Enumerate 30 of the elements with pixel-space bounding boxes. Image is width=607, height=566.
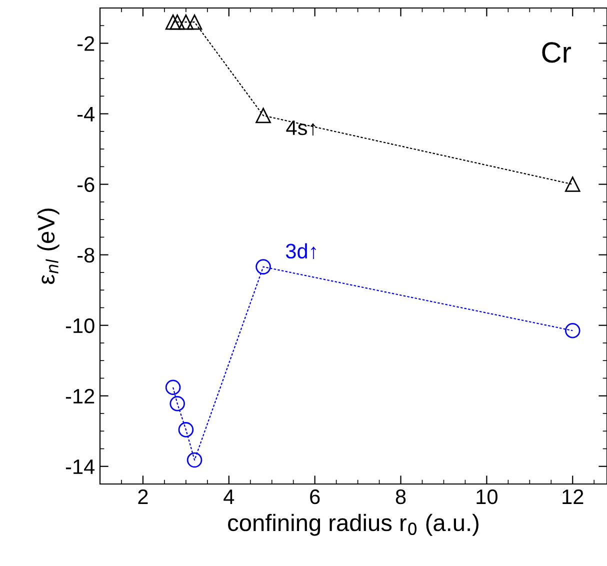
point [165, 380, 181, 396]
x-axis-title: confining radius r$_{0}$ (a.u.) [228, 514, 478, 536]
point [186, 14, 202, 30]
x-tick-label: 6 [310, 489, 320, 504]
annotation: Cr [542, 42, 572, 63]
series-label: 3d↑ [286, 243, 316, 259]
point [178, 14, 194, 30]
point [564, 176, 580, 192]
point [256, 108, 271, 124]
y-tick-label: -12 [66, 388, 94, 404]
point [256, 259, 271, 274]
x-tick-label: 10 [476, 489, 498, 504]
x-tick-label: 4 [224, 490, 234, 504]
x-tick-label: 2 [138, 489, 148, 504]
point [165, 14, 181, 30]
y-tick-label: -2 [78, 36, 94, 51]
series-label: 4s↑ [286, 120, 316, 136]
point [170, 396, 185, 412]
point [170, 14, 185, 30]
y-tick-label: -4 [78, 106, 95, 122]
y-tick-label: -8 [78, 248, 94, 263]
x-tick-label: 8 [396, 489, 406, 504]
y-axis-title: ε$_{nl}$ (eV) [37, 208, 60, 284]
y-tick-label: -6 [78, 177, 94, 192]
y-tick-label: -14 [66, 460, 95, 474]
point [178, 422, 194, 438]
x-tick-label: 12 [562, 489, 584, 504]
point [186, 452, 202, 468]
y-tick-label: -10 [66, 318, 94, 334]
point [564, 322, 580, 338]
